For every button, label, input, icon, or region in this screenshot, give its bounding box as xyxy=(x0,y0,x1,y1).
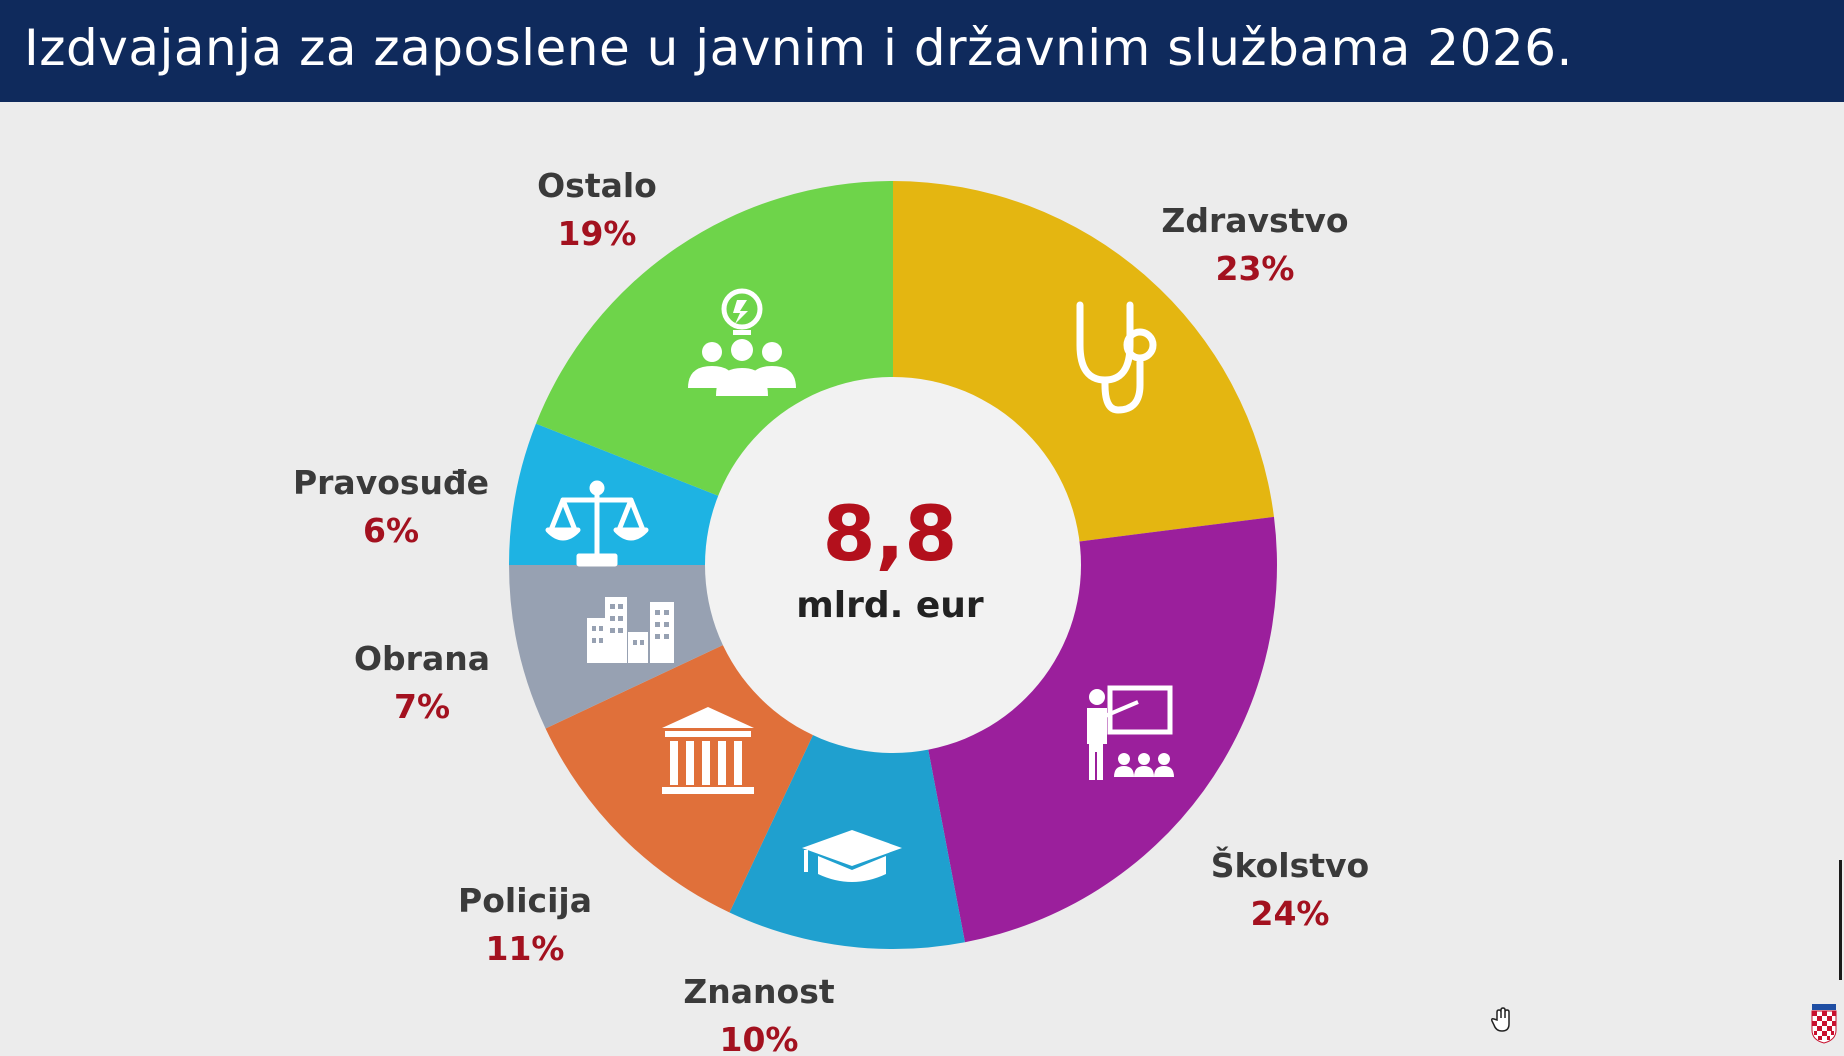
slice-label-name: Ostalo xyxy=(537,166,657,205)
slice-label-name: Školstvo xyxy=(1211,845,1369,885)
slice-label-percent: 7% xyxy=(394,687,450,726)
donut-center-disc xyxy=(705,377,1081,753)
scales-of-justice-icon xyxy=(545,480,649,567)
slice-label-name: Zdravstvo xyxy=(1161,201,1348,240)
slice-label-percent: 24% xyxy=(1251,894,1330,933)
slice-policija xyxy=(545,644,814,913)
header-bar: Izdvajanja za zaposlene u javnim i držav… xyxy=(0,0,1844,102)
city-buildings-icon xyxy=(587,597,674,663)
hand-cursor-icon xyxy=(1491,1007,1510,1032)
team-idea-icon xyxy=(688,288,796,396)
slice-label-percent: 23% xyxy=(1216,249,1295,288)
institution-building-icon xyxy=(662,707,754,794)
slice-label-name: Znanost xyxy=(683,972,834,1011)
stethoscope-icon xyxy=(1076,301,1157,414)
slice-ostalo xyxy=(535,181,893,497)
center-value: 8,8 xyxy=(823,489,958,578)
graduation-cap-icon xyxy=(802,830,902,882)
slice-labels: Zdravstvo 23% Školstvo 24% Znanost 10% Policij… xyxy=(293,166,1369,1056)
slice-label-percent: 11% xyxy=(486,929,565,968)
scrollbar-edge xyxy=(1839,860,1842,980)
slice-label-percent: 6% xyxy=(363,511,419,550)
slice-label-name: Obrana xyxy=(354,639,490,678)
slice-label-name: Pravosuđe xyxy=(293,463,489,502)
page-title: Izdvajanja za zaposlene u javnim i držav… xyxy=(24,19,1573,77)
teacher-classroom-icon xyxy=(1087,685,1174,780)
slice-label-percent: 10% xyxy=(720,1020,799,1056)
croatian-coat-of-arms-icon xyxy=(1811,1004,1837,1044)
slice-label-name: Policija xyxy=(458,881,592,920)
slice-label-percent: 19% xyxy=(558,214,637,253)
center-unit: mlrd. eur xyxy=(796,585,984,626)
